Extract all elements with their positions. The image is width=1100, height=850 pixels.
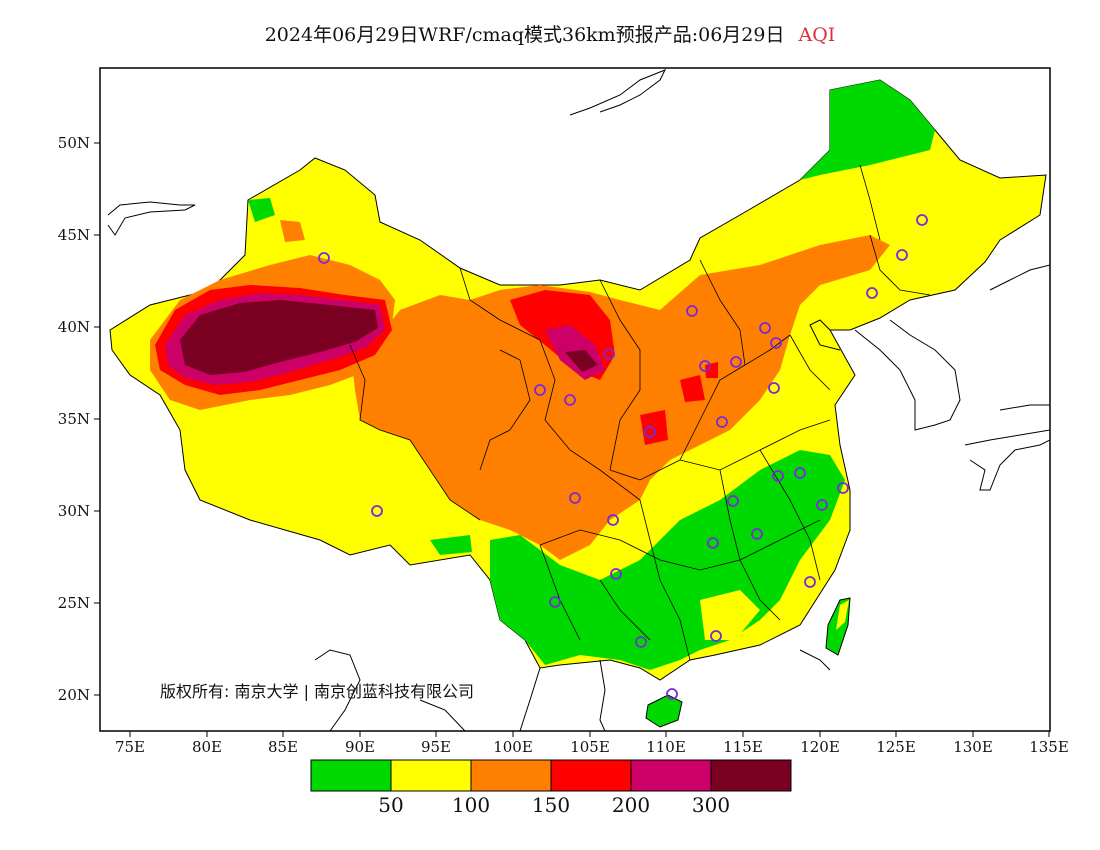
legend-swatch-very-unhealthy [630,759,712,792]
legend-label: 200 [612,793,650,817]
station-marker [607,514,619,526]
tibet-good-patch [430,535,472,555]
station-marker [635,636,647,648]
station-marker [534,384,546,396]
legend-swatch-unhealthy [550,759,632,792]
map-frame [99,67,1051,732]
lon-label: 95E [421,738,451,756]
hainan-island [645,694,683,728]
lon-label: 105E [570,738,610,756]
aqi-legend: 50 100 150 200 300 [310,759,792,817]
longitude-labels: 75E 80E 85E 90E 95E 100E 105E 110E 115E … [115,738,1069,756]
lon-label: 130E [953,738,993,756]
legend-swatch-good [310,759,392,792]
lon-label: 135E [1029,738,1069,756]
lon-label: 115E [723,738,763,756]
henan-unhealthy-patch [640,410,668,445]
title-main: 2024年06月29日WRF/cmaq模式36km预报产品:06月29日 [264,24,785,46]
shanxi-unhealthy-patch [680,375,705,402]
ordos-hazardous-patch [565,350,598,372]
legend-label: 100 [452,793,490,817]
northeast-good-region [800,80,935,180]
station-marker [699,360,711,372]
south-china-good-region [490,450,845,670]
station-marker [770,337,782,349]
hebei-unhealthy-patch [705,362,718,378]
legend-swatch-moderate [390,759,472,792]
latitude-labels: 50N 45N 40N 35N 30N 25N 20N [58,134,90,704]
legend-label: 150 [532,793,570,817]
lat-label: 25N [58,594,90,612]
legend-label: 300 [692,793,730,817]
lon-label: 125E [876,738,916,756]
station-marker [837,482,849,494]
lon-label: 80E [192,738,222,756]
axis-ticks [94,142,1050,737]
lat-label: 20N [58,686,90,704]
station-marker [916,214,928,226]
lon-label: 110E [646,738,686,756]
legend-label: 50 [378,793,403,817]
station-marker [896,249,908,261]
lon-label: 75E [115,738,145,756]
station-marker [610,568,622,580]
lat-label: 40N [58,318,90,336]
northwest-orange-patch [280,220,305,242]
station-marker [816,499,828,511]
central-unhealthy-sensitive-region [350,235,890,560]
station-marker [318,252,330,264]
station-marker [727,495,739,507]
province-borders [349,164,931,661]
station-marker [804,576,816,588]
city-station-markers [318,214,928,700]
station-marker [866,287,878,299]
lon-label: 85E [268,738,298,756]
title-variable: AQI [798,24,836,46]
lat-label: 50N [58,134,90,152]
lon-label: 120E [800,738,840,756]
lon-label: 100E [493,738,533,756]
map-area [107,69,1050,731]
station-marker [564,394,576,406]
station-marker [768,382,780,394]
taklimakan-hazardous-region [180,300,378,375]
northern-xinjiang-good-region [248,198,275,222]
station-marker [371,505,383,517]
station-marker [716,416,728,428]
station-marker [569,492,581,504]
neighbor-borders [107,69,1050,731]
legend-swatch-unhealthy-sensitive [470,759,552,792]
station-marker [686,305,698,317]
station-marker [710,630,722,642]
legend-swatch-hazardous [710,759,792,792]
station-marker [644,426,656,438]
map-title: 2024年06月29日WRF/cmaq模式36km预报产品:06月29日 AQI [0,20,1100,47]
lat-label: 45N [58,226,90,244]
lat-label: 35N [58,410,90,428]
station-marker [794,467,806,479]
station-marker [603,348,615,360]
station-marker [751,528,763,540]
station-marker [666,688,678,700]
taiwan-moderate-patch [836,600,849,630]
east-china-moderate-pocket [700,590,760,640]
lat-label: 30N [58,502,90,520]
station-marker [549,596,561,608]
copyright-text: 版权所有: 南京大学 | 南京创蓝科技有限公司 [160,682,474,701]
station-marker [772,470,784,482]
station-marker [730,356,742,368]
station-marker [707,537,719,549]
station-marker [759,322,771,334]
lon-label: 90E [345,738,375,756]
